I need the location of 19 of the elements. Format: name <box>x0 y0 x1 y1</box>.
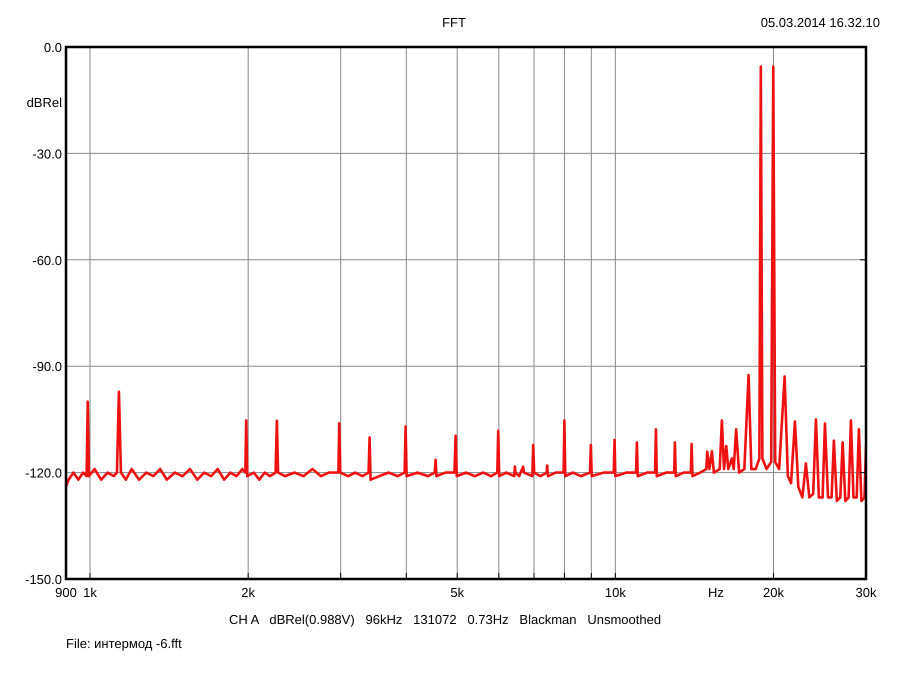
y-tick-label: -90.0 <box>32 359 62 374</box>
x-tick-label: 20k <box>763 585 784 600</box>
x-tick-label: 30k <box>856 585 877 600</box>
x-tick-label: 1k <box>83 585 98 600</box>
y-tick-label: -120.0 <box>25 466 62 481</box>
text: 05.03.2014 16.32.10 <box>760 15 880 30</box>
y-tick-label: -60.0 <box>32 252 62 268</box>
x-tick-label: 5k <box>450 585 465 600</box>
x-axis-title: Hz <box>708 585 724 600</box>
x-tick-label: 10k <box>604 585 626 600</box>
y-axis-title: dBRel <box>26 95 62 110</box>
x-tick-label: 2k <box>241 585 256 600</box>
y-tick-label: -150.0 <box>25 572 62 587</box>
text: CH A dBRel(0.988V) 96kHz 131072 0.73Hz Blackman Unsmoothed <box>228 612 662 627</box>
chart-title: FFT <box>442 15 466 30</box>
x-tick-label: 900 <box>55 585 77 600</box>
y-tick-label: 0.0 <box>44 40 62 55</box>
y-tick-label: -30.0 <box>32 146 62 162</box>
text: File: интермод -6.fft <box>66 636 182 651</box>
